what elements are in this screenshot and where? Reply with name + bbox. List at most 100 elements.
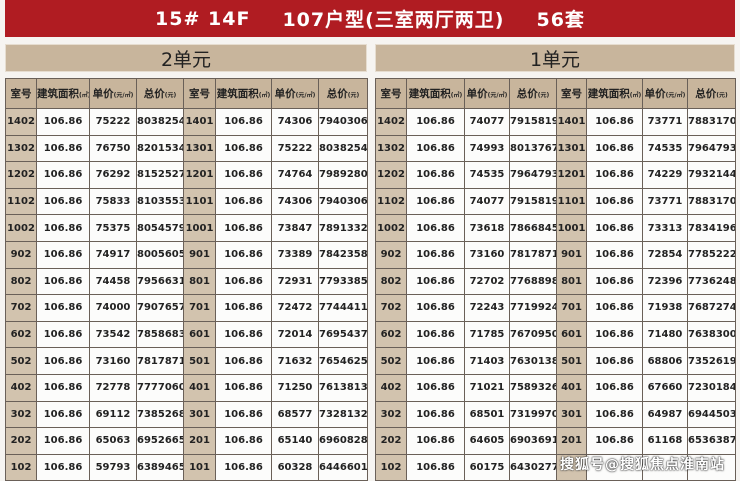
cell-room: 1202 <box>5 161 37 189</box>
cell-room: 402 <box>375 373 407 402</box>
watermark: 搜狐号@搜狐焦点淮南站 <box>560 457 725 473</box>
cell-total: 7817871 <box>136 347 184 375</box>
column-header-area: 建筑面积(㎡) <box>36 78 90 109</box>
header-unit: (元/㎡) <box>487 92 508 99</box>
cell-area: 106.86 <box>586 347 643 375</box>
cell-room: 1102 <box>375 187 407 216</box>
cell-total: 6960828 <box>318 427 368 455</box>
cell-room: 1101 <box>183 187 216 216</box>
header-label: 室号 <box>10 88 32 100</box>
cell-room: 1302 <box>375 134 407 163</box>
cell-room: 701 <box>183 294 216 322</box>
cell-room: 201 <box>556 427 587 455</box>
cell-area: 106.86 <box>215 134 272 163</box>
cell-area: 106.86 <box>586 267 643 296</box>
cell-price: 68501 <box>464 400 510 429</box>
column-header-total: 总价(元) <box>687 78 736 109</box>
cell-area: 106.86 <box>36 214 90 242</box>
cell-area: 106.86 <box>36 240 90 269</box>
column-header-room: 室号 <box>375 78 407 109</box>
cell-room: 401 <box>183 373 216 402</box>
table-row: 1302 106.86 74993 8013767 1301 106.86 74535 796… <box>375 134 736 163</box>
table-row: 202 106.86 65063 6952665 201 106.86 65140 69608… <box>5 427 368 455</box>
cell-area: 106.86 <box>586 294 643 322</box>
cell-room: 202 <box>5 427 37 455</box>
cell-price: 73160 <box>464 240 510 269</box>
column-header-area: 建筑面积(㎡) <box>586 78 643 109</box>
table-row: 1002 106.86 75375 8054579 1001 106.86 73847 789… <box>5 214 368 242</box>
cell-area: 106.86 <box>36 453 90 481</box>
cell-room: 501 <box>556 347 587 375</box>
cell-total: 7964793 <box>509 161 557 189</box>
header-label: 总价 <box>695 88 717 100</box>
cell-price: 71021 <box>464 373 510 402</box>
cell-total: 7319970 <box>509 400 557 429</box>
cell-price: 73542 <box>89 320 137 349</box>
table-row: 802 106.86 74458 7956631 801 106.86 72931 77933… <box>5 267 368 296</box>
cell-total: 7907657 <box>136 294 184 322</box>
cell-area: 106.86 <box>215 240 272 269</box>
cell-price: 72854 <box>642 240 688 269</box>
cell-total: 7964793 <box>687 134 736 163</box>
cell-area: 106.86 <box>36 294 90 322</box>
table-row: 502 106.86 71403 7630138 501 106.86 68806 73526… <box>375 347 736 375</box>
cell-price: 60328 <box>271 453 319 481</box>
cell-total: 7866845 <box>509 214 557 242</box>
cell-total: 7915819 <box>509 187 557 216</box>
header-unit: (元/㎡) <box>665 92 686 99</box>
header-label: 建筑面积 <box>587 88 630 100</box>
table-row: 1202 106.86 76292 8152527 1201 106.86 74764 798… <box>5 161 368 189</box>
cell-total: 6430277 <box>509 453 557 481</box>
cell-price: 72931 <box>271 267 319 296</box>
cell-price: 73847 <box>271 214 319 242</box>
table-row: 1102 106.86 75833 8103553 1101 106.86 74306 794… <box>5 187 368 216</box>
cell-area: 106.86 <box>36 161 90 189</box>
table-row: 1402 106.86 75222 8038254 1401 106.86 74306 794… <box>5 108 368 136</box>
cell-area: 106.86 <box>215 373 272 402</box>
cell-total: 6446601 <box>318 453 368 481</box>
cell-price: 72472 <box>271 294 319 322</box>
header-unit: (元/㎡) <box>113 92 134 99</box>
building-floor: 15# 14F <box>155 7 251 30</box>
cell-total: 7883170 <box>687 187 736 216</box>
cell-room: 1002 <box>5 214 37 242</box>
table-row: 702 106.86 74000 7907657 701 106.86 72472 77444… <box>5 294 368 322</box>
cell-area: 106.86 <box>406 453 465 481</box>
header-label: 建筑面积 <box>216 88 259 100</box>
cell-total: 7736248 <box>687 267 736 296</box>
cell-total: 7817871 <box>509 240 557 269</box>
table-row: 902 106.86 73160 7817871 901 106.86 72854 77852… <box>375 240 736 269</box>
cell-area: 106.86 <box>215 187 272 216</box>
cell-area: 106.86 <box>586 134 643 163</box>
cell-price: 61168 <box>642 427 688 455</box>
unit-count: 56套 <box>536 9 585 31</box>
cell-room: 901 <box>183 240 216 269</box>
cell-total: 7989280 <box>318 161 368 189</box>
cell-total: 7785222 <box>687 240 736 269</box>
header-unit: (㎡) <box>450 92 463 99</box>
cell-price: 65140 <box>271 427 319 455</box>
cell-area: 106.86 <box>215 400 272 429</box>
cell-area: 106.86 <box>586 400 643 429</box>
cell-area: 106.86 <box>215 347 272 375</box>
cell-price: 74306 <box>271 108 319 136</box>
header-label: 总价 <box>516 88 538 100</box>
cell-room: 1001 <box>556 214 587 242</box>
cell-room: 601 <box>183 320 216 349</box>
cell-room: 802 <box>375 267 407 296</box>
cell-price: 76292 <box>89 161 137 189</box>
unit-2-table: 室号 建筑面积(㎡) 单价(元/㎡) 总价(元) 室号 建筑面积(㎡) 单价(元/㎡) 总价(… <box>5 78 368 481</box>
table-row: 602 106.86 73542 7858683 601 106.86 72014 76954… <box>5 320 368 349</box>
cell-area: 106.86 <box>36 267 90 296</box>
cell-price: 74764 <box>271 161 319 189</box>
cell-total: 7230184 <box>687 373 736 402</box>
cell-area: 106.86 <box>586 187 643 216</box>
cell-room: 1301 <box>556 134 587 163</box>
cell-room: 902 <box>375 240 407 269</box>
cell-area: 106.86 <box>36 134 90 163</box>
header-label: 总价 <box>326 88 348 100</box>
cell-total: 7589326 <box>509 373 557 402</box>
cell-area: 106.86 <box>406 294 465 322</box>
cell-room: 1202 <box>375 161 407 189</box>
cell-total: 7940306 <box>318 187 368 216</box>
